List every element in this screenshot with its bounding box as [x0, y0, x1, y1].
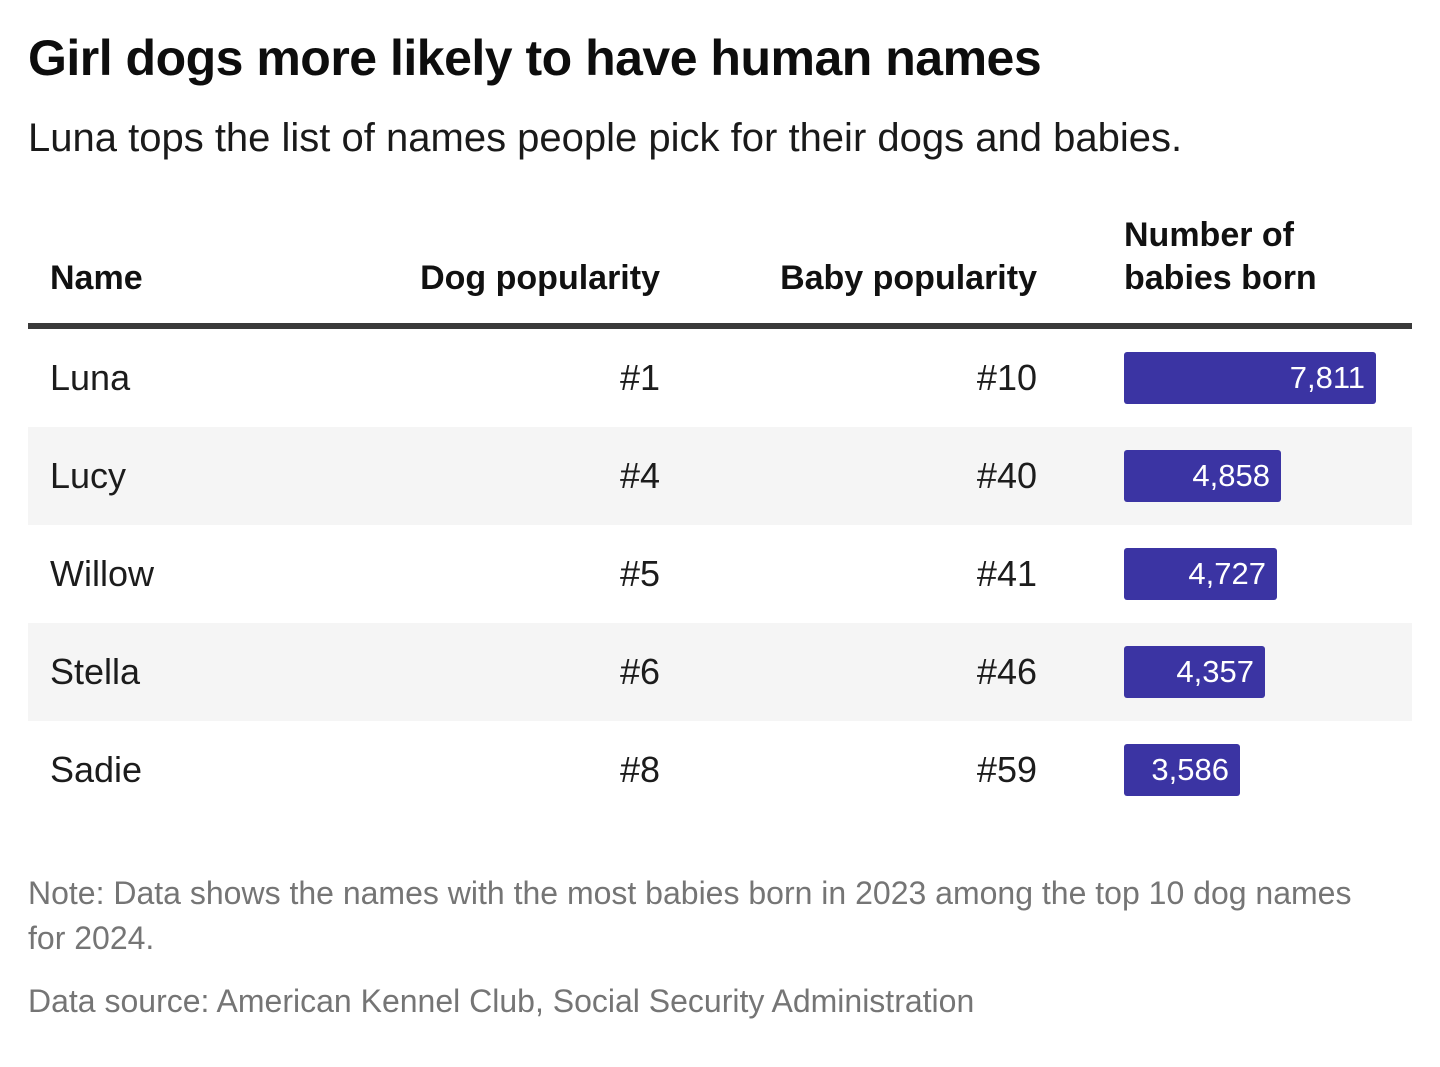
cell-baby-rank: #41: [976, 552, 1037, 594]
footnote: Note: Data shows the names with the most…: [28, 874, 1352, 956]
cell-babies-born: 4,357: [1037, 645, 1413, 698]
cell-babies-born: 3,586: [1037, 743, 1413, 796]
chart-title: Girl dogs more likely to have human name…: [28, 30, 1042, 86]
cell-name: Stella: [50, 650, 141, 692]
cell-babies-born: 7,811: [1037, 351, 1413, 404]
column-header-dog-popularity: Dog popularity: [420, 259, 660, 298]
babies-born-bar: 4,727: [1124, 547, 1277, 600]
data-source: Data source: American Kennel Club, Socia…: [28, 983, 975, 1020]
column-header-babies-born: Number of babies born: [1037, 214, 1413, 301]
cell-dog-rank: #6: [619, 650, 660, 692]
column-header-name: Name: [50, 259, 143, 298]
cell-name: Sadie: [50, 748, 143, 790]
table-body: Luna #1 #10 7,811 Lucy #4 #40 4,858 Will…: [28, 329, 1412, 819]
names-table: Name Dog popularity Baby popularity Numb…: [28, 214, 1412, 819]
cell-name: Luna: [50, 356, 131, 398]
cell-name: Willow: [50, 552, 154, 594]
cell-baby-rank: #46: [976, 650, 1037, 692]
column-header-baby-popularity: Baby popularity: [780, 259, 1037, 298]
chart-footer: Note: Data shows the names with the most…: [28, 871, 1412, 1023]
cell-dog-rank: #8: [619, 748, 660, 790]
table-row: Stella #6 #46 4,357: [28, 622, 1413, 721]
cell-dog-rank: #5: [619, 552, 660, 594]
babies-born-bar: 3,586: [1124, 743, 1240, 796]
cell-baby-rank: #59: [976, 748, 1037, 790]
cell-babies-born: 4,727: [1037, 547, 1413, 600]
table-header-row: Name Dog popularity Baby popularity Numb…: [28, 214, 1412, 329]
cell-name: Lucy: [50, 454, 127, 496]
column-header-babies-born-label: Number of babies born: [1124, 215, 1317, 298]
table-row: Lucy #4 #40 4,858: [28, 426, 1413, 525]
table-row: Luna #1 #10 7,811: [28, 329, 1412, 427]
chart-subtitle: Luna tops the list of names people pick …: [28, 115, 1183, 160]
table-row: Sadie #8 #59 3,586: [28, 721, 1412, 819]
cell-dog-rank: #1: [619, 356, 660, 398]
cell-baby-rank: #40: [976, 454, 1037, 496]
cell-baby-rank: #10: [976, 356, 1037, 398]
babies-born-bar: 4,357: [1124, 645, 1265, 698]
babies-born-bar: 4,858: [1124, 449, 1281, 502]
babies-born-bar: 7,811: [1124, 351, 1376, 404]
cell-dog-rank: #4: [619, 454, 660, 496]
table-row: Willow #5 #41 4,727: [28, 525, 1412, 623]
cell-babies-born: 4,858: [1037, 449, 1413, 502]
